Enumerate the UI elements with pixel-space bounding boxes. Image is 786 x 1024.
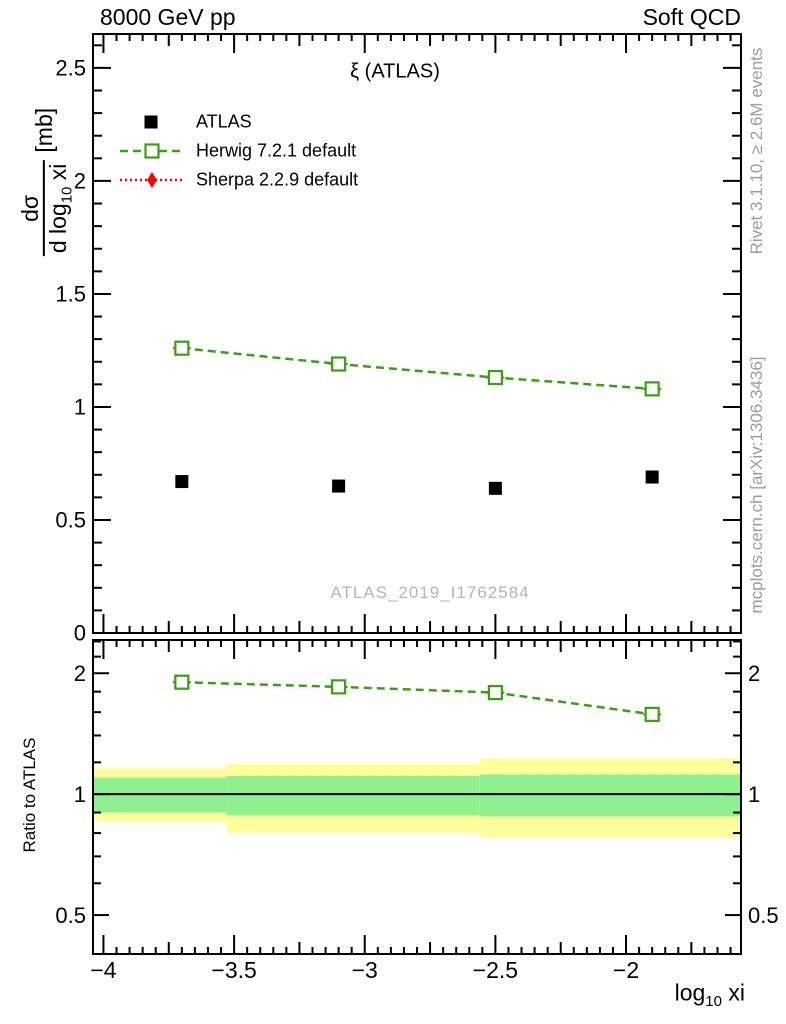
- svg-text:2.5: 2.5: [55, 56, 86, 81]
- svg-text:1.5: 1.5: [55, 282, 86, 307]
- plot-title: ξ (ATLAS): [350, 60, 440, 83]
- mcplots-arxiv-note: mcplots.cern.ch [arXiv:1306.3436]: [747, 356, 766, 614]
- svg-text:−2: −2: [613, 957, 639, 983]
- y-axis-numerator: dσ: [16, 194, 43, 222]
- analysis-watermark: ATLAS_2019_I1762584: [330, 583, 530, 602]
- legend-item-atlas-label: ATLAS: [196, 111, 252, 132]
- svg-text:2: 2: [74, 661, 86, 686]
- y-axis-fraction: dσ d log10 xi: [16, 160, 76, 257]
- svg-text:−3: −3: [352, 957, 378, 983]
- svg-text:0: 0: [74, 621, 86, 646]
- svg-text:−4: −4: [90, 957, 116, 983]
- svg-text:2: 2: [748, 661, 760, 686]
- process-group-label: Soft QCD: [642, 4, 741, 30]
- svg-text:1: 1: [74, 395, 86, 420]
- y-axis-denominator: d log10 xi: [43, 160, 76, 257]
- beam-energy-label: 8000 GeV pp: [100, 4, 236, 30]
- svg-text:2: 2: [74, 169, 86, 194]
- rivet-version-note: Rivet 3.1.10, ≥ 2.6M events: [747, 47, 766, 255]
- svg-text:1: 1: [748, 782, 760, 807]
- ratio-axis-label: Ratio to ATLAS: [20, 737, 39, 853]
- svg-text:0.5: 0.5: [55, 508, 86, 533]
- svg-text:−2.5: −2.5: [473, 957, 518, 983]
- y-axis-units: [mb]: [30, 107, 57, 153]
- x-axis-label: log10 xi: [674, 979, 745, 1011]
- svg-text:−3.5: −3.5: [211, 957, 256, 983]
- svg-text:0.5: 0.5: [748, 903, 779, 928]
- legend-item-herwig-label: Herwig 7.2.1 default: [196, 140, 357, 161]
- svg-text:1: 1: [74, 782, 86, 807]
- y-axis-label: dσ d log10 xi [mb]: [16, 107, 76, 257]
- svg-text:0.5: 0.5: [55, 903, 86, 928]
- legend-item-sherpa-label: Sherpa 2.2.9 default: [196, 169, 359, 190]
